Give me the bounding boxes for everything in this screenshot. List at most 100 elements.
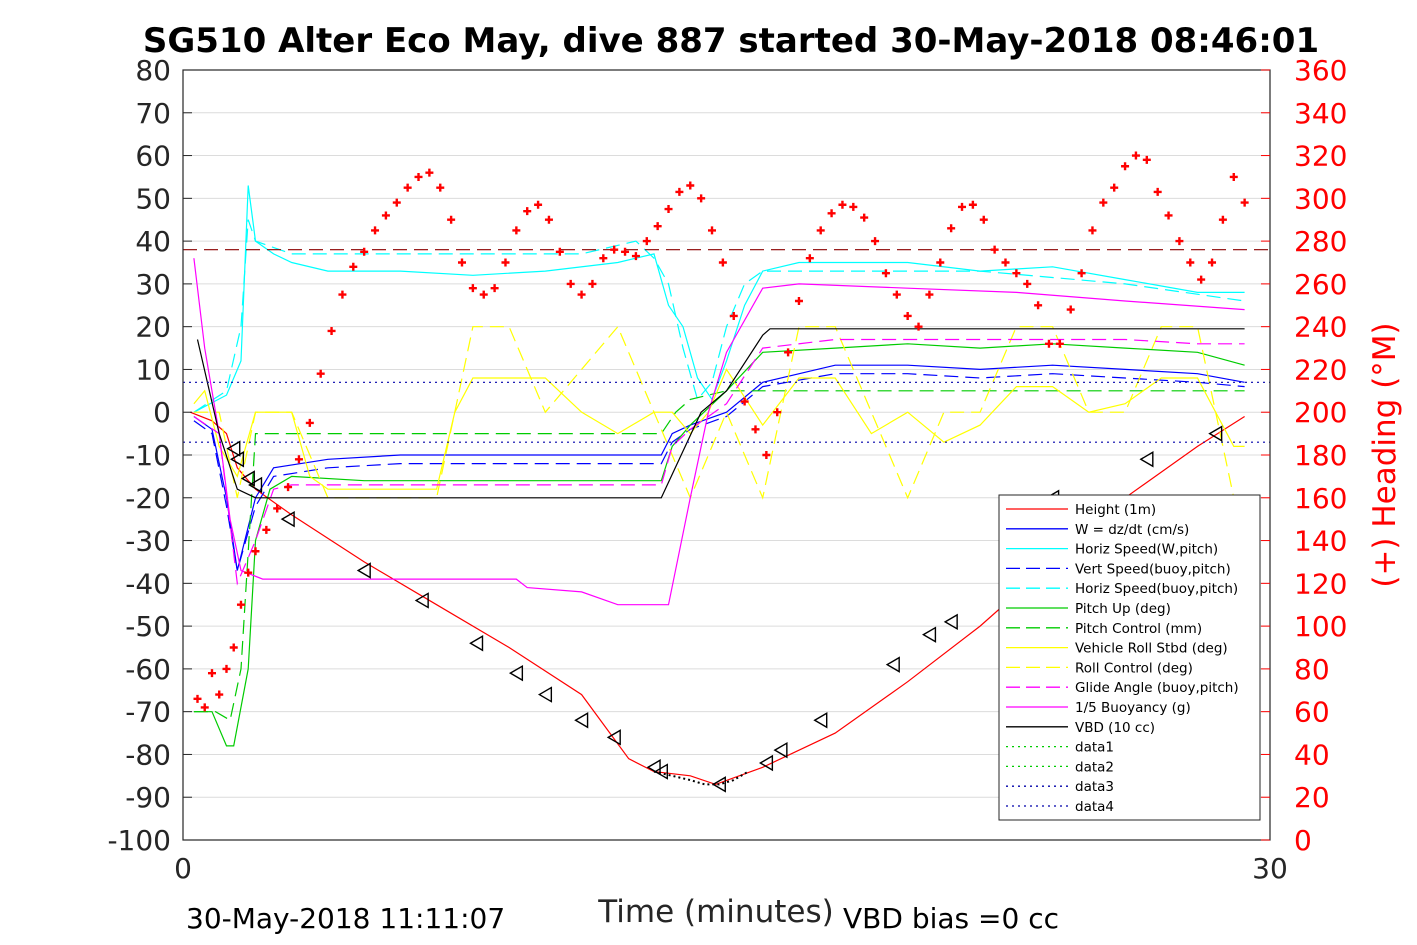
heading-point — [262, 525, 271, 534]
heading-point — [871, 237, 880, 246]
heading-point — [1077, 269, 1086, 278]
y-axis-right: 3603403203002802602402202001801601401201… — [1261, 54, 1347, 857]
heading-point — [316, 369, 325, 378]
y-tick-label: 30 — [135, 268, 171, 301]
heading-point — [1023, 279, 1032, 288]
y-tick-label: 20 — [135, 311, 171, 344]
y-tick-label: -20 — [125, 482, 171, 515]
height-marker — [248, 476, 263, 494]
legend-label: 1/5 Buoyancy (g) — [1075, 700, 1191, 716]
heading-point — [621, 247, 630, 256]
legend-label: Pitch Control (mm) — [1075, 621, 1202, 637]
heading-point — [1208, 258, 1217, 267]
heading-point — [1240, 198, 1249, 207]
heading-point — [979, 215, 988, 224]
heading-point — [751, 425, 760, 434]
heading-point — [1110, 183, 1119, 192]
y-tick-label: -80 — [125, 738, 171, 771]
legend-label: Vert Speed(buoy,pitch) — [1075, 561, 1231, 577]
heading-point — [816, 226, 825, 235]
y-tick-label: -10 — [125, 439, 171, 472]
heading-point — [425, 168, 434, 177]
heading-point — [457, 258, 466, 267]
heading-point — [244, 568, 253, 577]
series-line — [193, 325, 1245, 500]
height-marker — [508, 664, 524, 682]
y-right-tick-label: 120 — [1294, 567, 1347, 600]
series-line — [193, 390, 1245, 722]
heading-point — [664, 205, 673, 214]
heading-point — [512, 226, 521, 235]
heading-point — [947, 224, 956, 233]
legend-label: Height (1m) — [1075, 502, 1156, 518]
height-marker — [469, 635, 484, 652]
x-tick-label: 0 — [174, 852, 192, 885]
y-tick-label: 10 — [135, 353, 171, 386]
y-right-tick-label: 240 — [1294, 311, 1347, 344]
heading-point — [566, 279, 575, 288]
heading-point — [784, 348, 793, 357]
y-tick-label: -40 — [125, 567, 171, 600]
y-tick-label: 0 — [153, 396, 171, 429]
heading-point — [1099, 198, 1108, 207]
y-tick-label: 80 — [135, 54, 171, 87]
heading-point — [215, 690, 224, 699]
y-right-tick-label: 200 — [1294, 396, 1347, 429]
marker-layer — [193, 151, 1249, 793]
y-right-tick-label: 360 — [1294, 54, 1347, 87]
heading-point — [1055, 339, 1064, 348]
heading-point — [236, 600, 245, 609]
series-line — [193, 258, 1245, 606]
y-tick-label: 70 — [135, 97, 171, 130]
heading-point — [305, 418, 314, 427]
x-tick-label: 30 — [1252, 852, 1288, 885]
y-right-tick-label: 0 — [1294, 824, 1312, 857]
height-marker — [758, 754, 774, 772]
heading-point — [936, 258, 945, 267]
y-tick-label: -50 — [125, 610, 171, 643]
heading-point — [200, 703, 209, 712]
y-tick-label: 60 — [135, 140, 171, 173]
x-axis-label: Time (minutes) — [597, 894, 833, 930]
y-tick-label: -30 — [125, 525, 171, 558]
legend-label: Pitch Up (deg) — [1075, 601, 1171, 617]
legend: Height (1m) W = dz/dt (cm/s) Horiz Speed(W… — [998, 494, 1261, 821]
heading-point — [990, 245, 999, 254]
heading-point — [805, 254, 814, 263]
heading-point — [925, 290, 934, 299]
heading-point — [1088, 226, 1097, 235]
heading-point — [403, 183, 412, 192]
y-tick-label: -100 — [107, 824, 171, 857]
y-right-tick-label: 300 — [1294, 182, 1347, 215]
heading-point — [371, 226, 380, 235]
height-marker — [922, 626, 937, 643]
y-right-tick-label: 80 — [1294, 653, 1330, 686]
heading-point — [914, 322, 923, 331]
heading-point — [838, 200, 847, 209]
legend-label: data4 — [1075, 799, 1114, 815]
heading-point — [740, 397, 749, 406]
y-right-tick-label: 220 — [1294, 353, 1347, 386]
apogee-segment — [653, 770, 749, 786]
heading-point — [1197, 275, 1206, 284]
heading-point — [222, 664, 231, 673]
heading-point — [490, 284, 499, 293]
heading-point — [1001, 258, 1010, 267]
height-marker — [773, 741, 788, 759]
heading-point — [414, 172, 423, 181]
heading-point — [697, 194, 706, 203]
heading-point — [653, 222, 662, 231]
height-marker — [646, 759, 661, 776]
heading-point — [273, 504, 282, 513]
heading-point — [1121, 162, 1130, 171]
heading-point — [1153, 187, 1162, 196]
y-right-tick-label: 320 — [1294, 140, 1347, 173]
y-right-tick-label: 40 — [1294, 738, 1330, 771]
series-line — [196, 328, 1245, 499]
height-marker — [240, 470, 255, 487]
heading-point — [1066, 305, 1075, 314]
heading-point — [349, 262, 358, 271]
series-line — [193, 373, 1245, 571]
heading-point — [903, 311, 912, 320]
heading-point — [251, 547, 260, 556]
